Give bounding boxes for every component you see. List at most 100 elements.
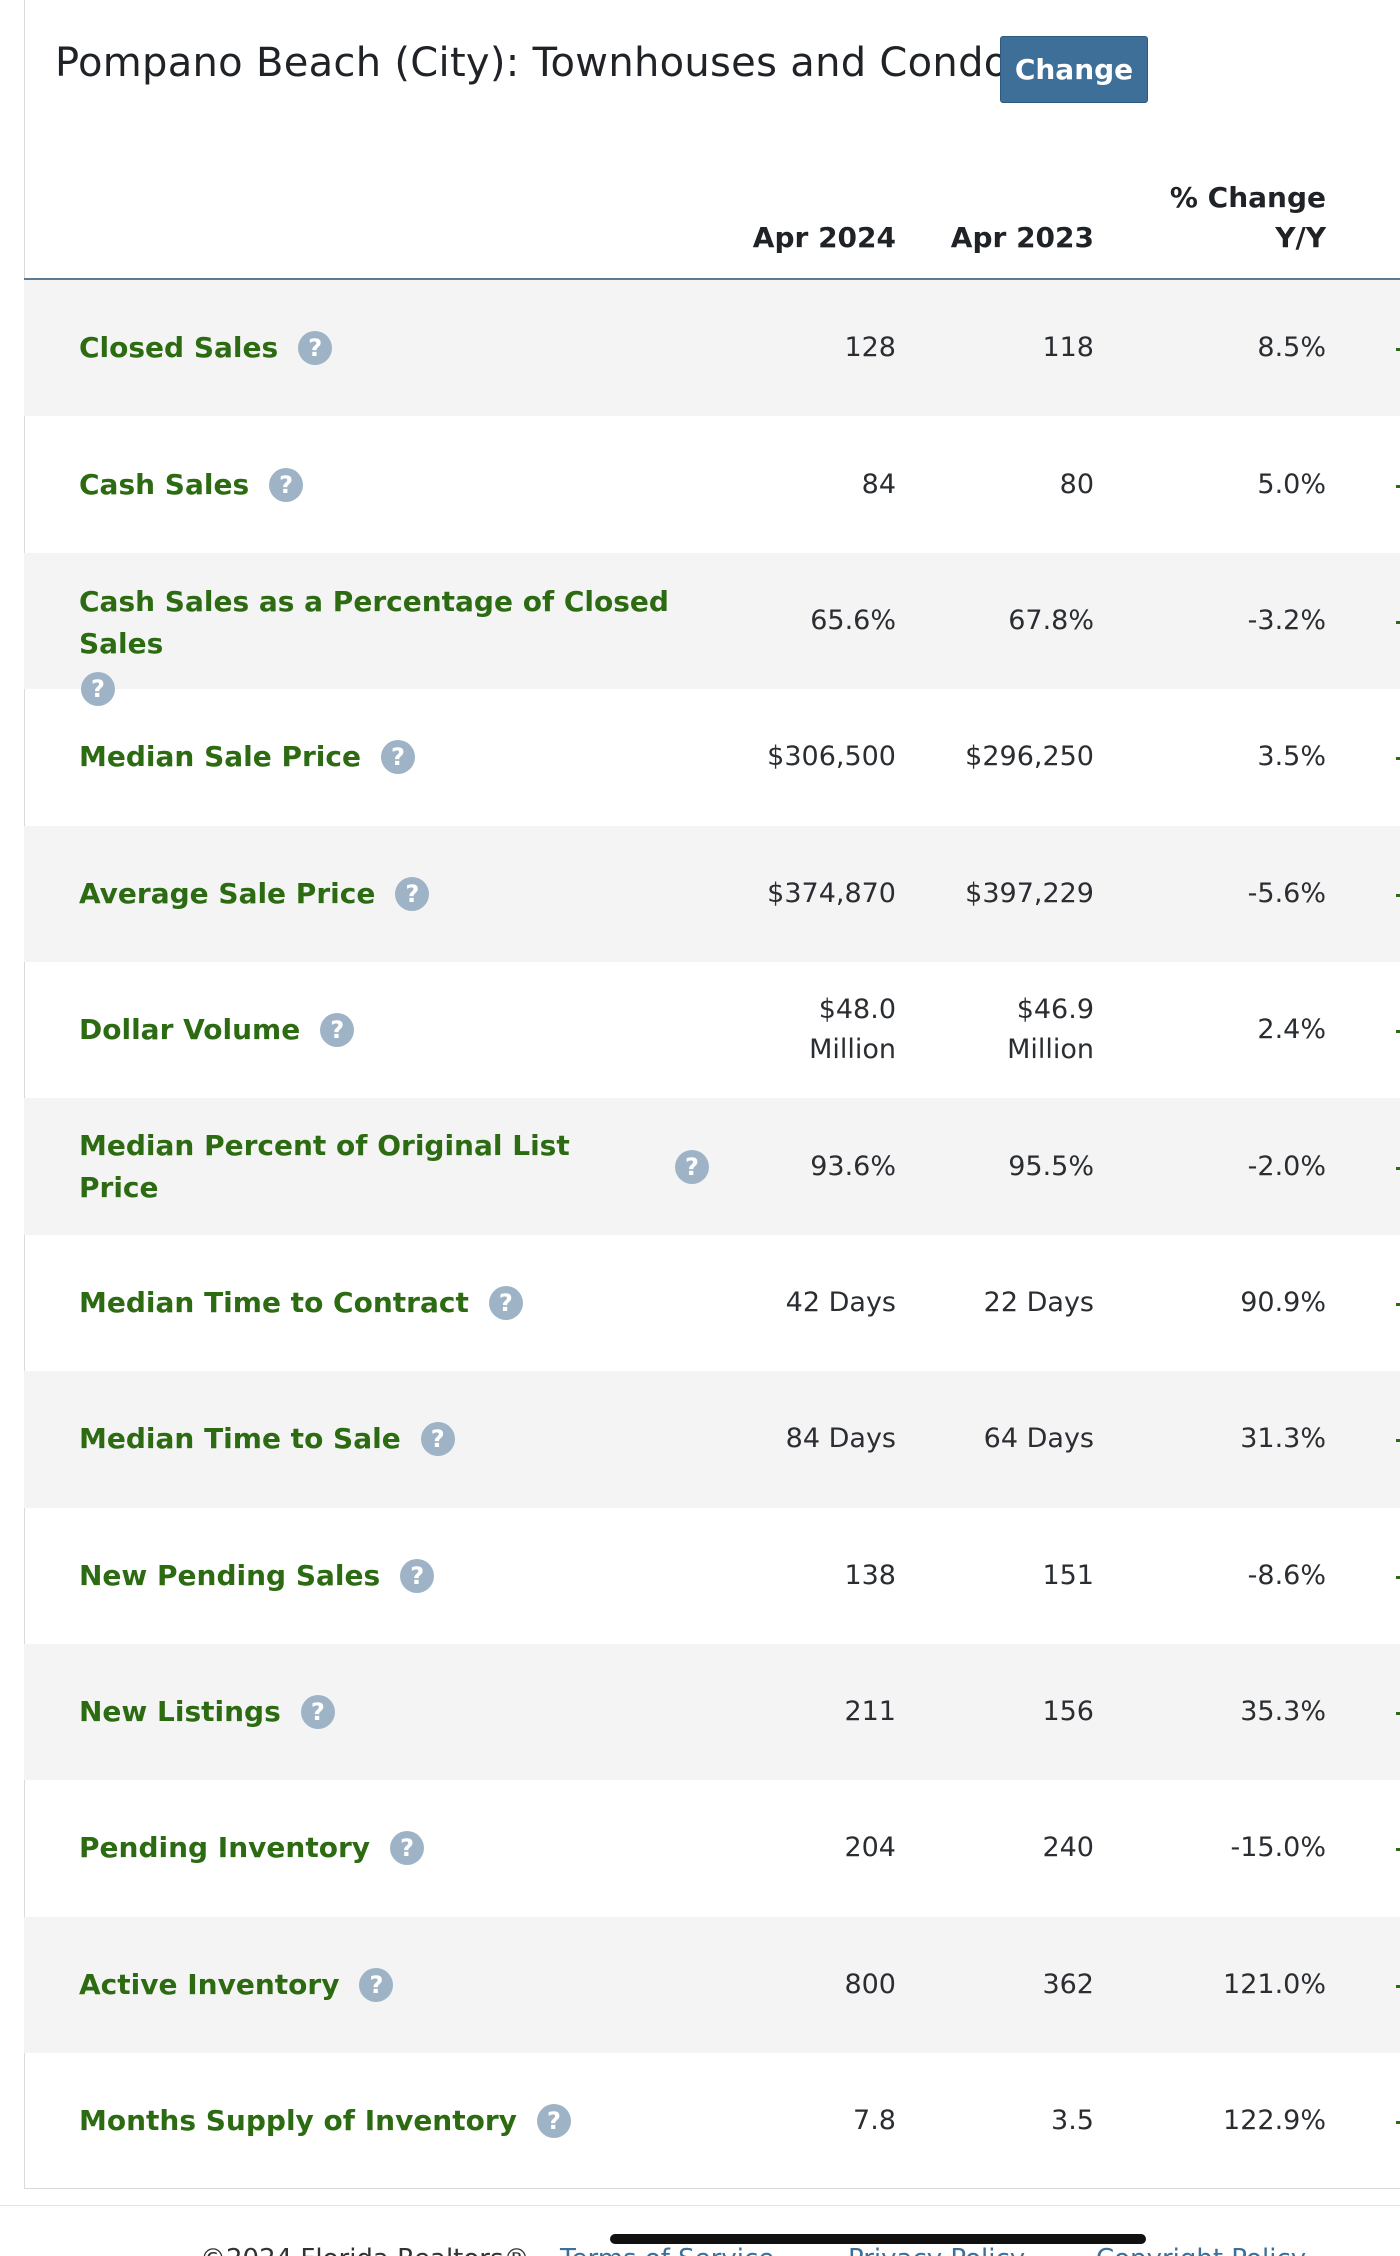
change-value: -3.2% (1247, 604, 1326, 636)
question-icon[interactable]: ? (380, 740, 415, 775)
table-row: New Listings? 211 156 35.3% (24, 1643, 1400, 1781)
current-value: 42 Days (785, 1286, 896, 1318)
column-header-change: % Change Y/Y (1126, 178, 1326, 258)
metric-label-cell: Pending Inventory? (79, 1780, 709, 1916)
change-value: 3.5% (1257, 741, 1326, 773)
current-value: $306,500 (767, 741, 896, 773)
current-value: 128 (844, 332, 896, 364)
page-title: Pompano Beach (City): Townhouses and Con… (55, 40, 1030, 86)
metric-label[interactable]: New Listings (79, 1695, 281, 1729)
question-icon[interactable]: ? (488, 1285, 523, 1320)
trend-indicator (1396, 620, 1400, 624)
table-row: New Pending Sales? 138 151 -8.6% (24, 1508, 1400, 1644)
column-header-previous: Apr 2023 (950, 221, 1094, 254)
metric-label-cell: Cash Sales? (79, 416, 709, 552)
metric-label[interactable]: New Pending Sales (79, 1558, 381, 1592)
question-icon[interactable]: ? (320, 1013, 355, 1048)
current-value: 138 (844, 1559, 896, 1591)
column-header-change-line2: Y/Y (1275, 221, 1326, 254)
question-icon[interactable]: ? (298, 331, 333, 366)
metric-label-cell: Median Time to Contract? (79, 1235, 709, 1371)
metric-label-cell: Cash Sales as a Percentage of Closed Sal… (79, 553, 709, 706)
column-header-change-line1: % Change (1169, 181, 1326, 214)
trend-indicator (1396, 1575, 1400, 1579)
table-row: Cash Sales? 84 80 5.0% (24, 416, 1400, 552)
metric-label[interactable]: Closed Sales (79, 331, 279, 365)
metric-label-cell: Active Inventory? (79, 1917, 709, 2053)
trend-indicator (1396, 1030, 1400, 1034)
metric-label-cell: New Pending Sales? (79, 1508, 709, 1644)
current-value: 93.6% (810, 1150, 896, 1182)
change-value: 5.0% (1257, 468, 1326, 500)
metric-label-cell: Closed Sales? (79, 280, 709, 416)
previous-value: 95.5% (1008, 1150, 1094, 1182)
change-value: 90.9% (1240, 1286, 1326, 1318)
table-row: Pending Inventory? 204 240 -15.0% (24, 1780, 1400, 1916)
trend-indicator (1396, 1302, 1400, 1306)
metric-label[interactable]: Cash Sales (79, 467, 250, 501)
footer: ©2024 Florida Realtors® Terms of Service… (0, 2205, 1400, 2256)
current-value: 65.6% (810, 604, 896, 636)
change-button[interactable]: Change (1000, 36, 1148, 103)
column-header-current: Apr 2024 (752, 221, 896, 254)
metric-label[interactable]: Average Sale Price (79, 876, 376, 910)
current-value: 84 (861, 468, 896, 500)
previous-value: 156 (1042, 1696, 1094, 1728)
metric-label[interactable]: Median Time to Sale (79, 1422, 401, 1456)
change-value: -5.6% (1247, 877, 1326, 909)
question-icon[interactable]: ? (390, 1831, 425, 1866)
metric-label-cell: Months Supply of Inventory? (79, 2053, 709, 2189)
metric-label-cell: Median Time to Sale? (79, 1371, 709, 1507)
table-header: Apr 2024 Apr 2023 % Change Y/Y (24, 160, 1400, 280)
change-value: 35.3% (1240, 1696, 1326, 1728)
metric-label-cell: Median Sale Price? (79, 689, 709, 825)
change-value: 31.3% (1240, 1423, 1326, 1455)
footer-link-terms[interactable]: Terms of Service (560, 2244, 774, 2256)
previous-value: 3.5 (1051, 2105, 1094, 2137)
metric-label[interactable]: Median Percent of Original List Price (79, 1128, 570, 1204)
trend-indicator (1396, 1848, 1400, 1852)
metric-label-cell: Average Sale Price? (79, 826, 709, 962)
current-value: 7.8 (853, 2105, 896, 2137)
previous-value: $46.9 Million (1007, 994, 1094, 1066)
question-icon[interactable]: ? (420, 1422, 455, 1457)
question-icon[interactable]: ? (269, 467, 304, 502)
table-row: Active Inventory? 800 362 121.0% (24, 1916, 1400, 2054)
question-icon[interactable]: ? (400, 1558, 435, 1593)
previous-value: 22 Days (983, 1286, 1094, 1318)
change-value: -15.0% (1230, 1832, 1326, 1864)
question-icon[interactable]: ? (395, 876, 430, 911)
home-indicator (610, 2234, 1146, 2244)
trend-indicator (1396, 1712, 1400, 1716)
metric-label[interactable]: Cash Sales as a Percentage of Closed Sal… (79, 584, 669, 660)
metric-label[interactable]: Months Supply of Inventory (79, 2104, 517, 2138)
table-row: Dollar Volume? $48.0 Million $46.9 Million… (24, 962, 1400, 1098)
metric-label-cell: Dollar Volume? (79, 962, 709, 1098)
current-value: 800 (844, 1968, 896, 2000)
trend-indicator (1396, 484, 1400, 488)
previous-value: $397,229 (965, 877, 1094, 909)
table-row: Months Supply of Inventory? 7.8 3.5 122.9% (24, 2053, 1400, 2189)
table-row: Cash Sales as a Percentage of Closed Sal… (24, 552, 1400, 706)
table-row: Closed Sales? 128 118 8.5% (24, 280, 1400, 417)
metric-label[interactable]: Median Time to Contract (79, 1285, 469, 1319)
trend-indicator (1396, 1439, 1400, 1443)
current-value: 204 (844, 1832, 896, 1864)
question-icon[interactable]: ? (300, 1695, 335, 1730)
trend-indicator (1396, 757, 1400, 761)
question-icon[interactable]: ? (675, 1149, 709, 1184)
footer-link-copyright[interactable]: Copyright Policy (1096, 2244, 1306, 2256)
previous-value: 64 Days (983, 1423, 1094, 1455)
metric-label[interactable]: Pending Inventory (79, 1831, 371, 1865)
question-icon[interactable]: ? (536, 2104, 571, 2139)
metric-label[interactable]: Dollar Volume (79, 1013, 301, 1047)
question-icon[interactable]: ? (81, 671, 115, 706)
current-value: 211 (844, 1696, 896, 1728)
metric-label[interactable]: Active Inventory (79, 1967, 340, 2001)
footer-link-privacy[interactable]: Privacy Policy (848, 2244, 1025, 2256)
question-icon[interactable]: ? (359, 1967, 394, 2002)
metric-label[interactable]: Median Sale Price (79, 740, 361, 774)
previous-value: 240 (1042, 1832, 1094, 1864)
trend-indicator (1396, 893, 1400, 897)
table-row: Median Time to Sale? 84 Days 64 Days 31.3% (24, 1371, 1400, 1508)
